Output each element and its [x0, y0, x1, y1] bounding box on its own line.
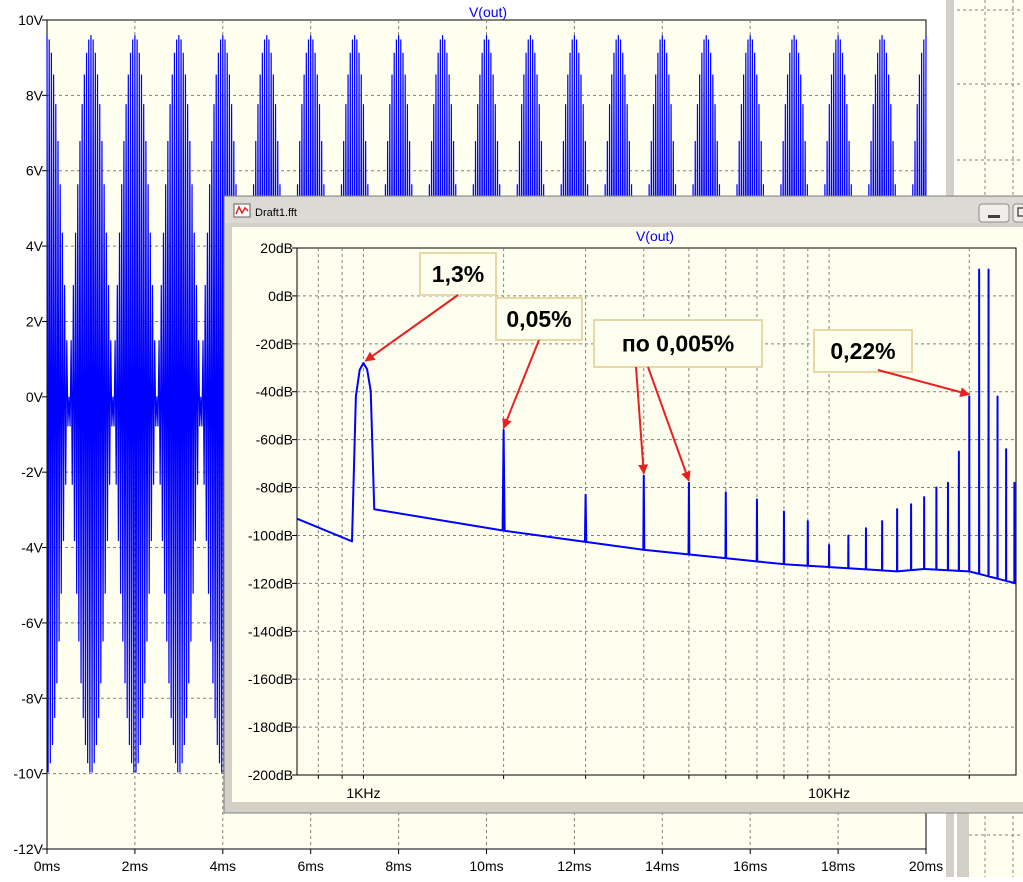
annotation-label: 0,05%: [506, 306, 571, 332]
y-tick-label: -180dB: [248, 719, 293, 735]
x-tick-label: 1KHz: [346, 785, 380, 801]
fft-x-axis: 1KHz 10KHz: [317, 775, 970, 801]
x-tick-label: 4ms: [210, 858, 236, 874]
fft-grid: [297, 248, 1016, 775]
fft-window-titlebar[interactable]: [225, 197, 1023, 223]
transient-x-axis: 0ms 2ms 4ms 6ms 8ms 10ms 12ms 14ms 16ms 18ms 20ms: [34, 849, 943, 874]
transient-y-axis: 10V 8V 6V 4V 2V 0V -2V -4V -6V -8V -10V -12V: [13, 12, 47, 857]
transient-plot-title: V(out): [469, 4, 507, 20]
y-tick-label: -100dB: [248, 527, 293, 543]
minimize-button[interactable]: [978, 203, 1010, 223]
x-tick-label: 2ms: [122, 858, 148, 874]
annotation-box: [813, 329, 913, 373]
fft-plot-title: V(out): [636, 228, 674, 244]
x-tick-label: 10ms: [469, 858, 503, 874]
annotations: 1,3% 0,05% по 0,005% 0,22%: [364, 252, 971, 482]
x-tick-label: 14ms: [645, 858, 679, 874]
annotation-callout: 0,05%: [495, 297, 583, 429]
annotation-label: по 0,005%: [622, 331, 734, 357]
y-tick-label: -8V: [21, 690, 43, 706]
x-tick-label: 20ms: [909, 858, 943, 874]
annotation-arrow: [364, 294, 459, 362]
maximize-button[interactable]: [1012, 203, 1023, 223]
x-tick-label: 16ms: [733, 858, 767, 874]
y-tick-label: -160dB: [248, 671, 293, 687]
y-tick-label: -20dB: [256, 336, 293, 352]
x-tick-label: 0ms: [34, 858, 60, 874]
annotation-callout: по 0,005%: [593, 319, 763, 482]
annotation-arrow: [502, 339, 540, 429]
fft-y-axis: 20dB 0dB -20dB -40dB -60dB -80dB -100dB -120dB -…: [248, 240, 297, 783]
x-tick-label: 18ms: [821, 858, 855, 874]
fft-window: Draft1.fft 20dB 0dB -20dB -40dB -60dB -80dB -1…: [223, 195, 1023, 814]
y-tick-label: -200dB: [248, 767, 293, 783]
fft-window-title: Draft1.fft: [255, 207, 297, 219]
fft-window-icon: [233, 203, 251, 218]
annotation-arrow: [877, 369, 971, 398]
x-tick-label: 8ms: [385, 858, 411, 874]
x-tick-label: 10KHz: [808, 785, 850, 801]
y-tick-label: 2V: [26, 313, 44, 329]
annotation-box: [419, 252, 497, 296]
y-tick-label: -4V: [21, 540, 43, 556]
y-tick-label: -10V: [13, 766, 43, 782]
annotation-arrow: [647, 366, 691, 482]
x-tick-label: 6ms: [297, 858, 323, 874]
y-tick-label: -120dB: [248, 575, 293, 591]
y-tick-label: -140dB: [248, 623, 293, 639]
annotation-label: 0,22%: [830, 338, 895, 364]
y-tick-label: -40dB: [256, 384, 293, 400]
annotation-callout: 1,3%: [364, 252, 497, 362]
annotation-callout: 0,22%: [813, 329, 971, 398]
minimize-icon: [988, 215, 1000, 218]
maximize-icon: [1017, 207, 1023, 217]
y-tick-label: 20dB: [260, 240, 293, 256]
annotation-box: [495, 297, 583, 341]
y-tick-label: 0V: [26, 389, 44, 405]
y-tick-label: 10V: [18, 12, 44, 28]
y-tick-label: -12V: [13, 841, 43, 857]
annotation-arrow: [635, 366, 649, 475]
annotation-box: [593, 319, 763, 368]
y-tick-label: 8V: [26, 87, 44, 103]
y-tick-label: -80dB: [256, 480, 293, 496]
annotation-label: 1,3%: [432, 261, 484, 287]
y-tick-label: -2V: [21, 464, 43, 480]
y-tick-label: 4V: [26, 238, 44, 254]
y-tick-label: 6V: [26, 163, 44, 179]
y-tick-label: -6V: [21, 615, 43, 631]
y-tick-label: 0dB: [268, 288, 293, 304]
fft-trace-vout: [296, 268, 1017, 585]
x-tick-label: 12ms: [557, 858, 591, 874]
y-tick-label: -60dB: [256, 432, 293, 448]
side-panel-scroll[interactable]: [957, 800, 969, 877]
